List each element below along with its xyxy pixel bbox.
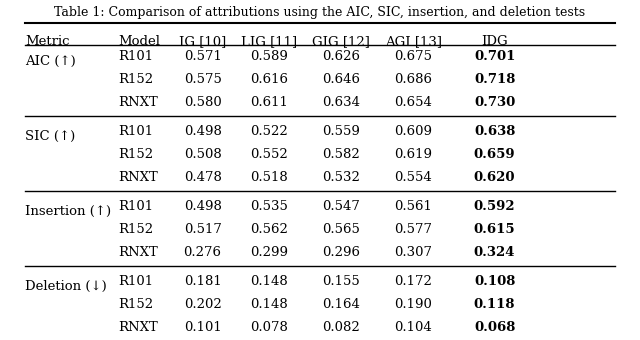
Text: LIG [11]: LIG [11] — [241, 35, 297, 48]
Text: 0.202: 0.202 — [184, 298, 221, 311]
Text: R152: R152 — [118, 148, 154, 161]
Text: 0.638: 0.638 — [474, 125, 515, 138]
Text: 0.307: 0.307 — [394, 246, 433, 259]
Text: RNXT: RNXT — [118, 96, 158, 109]
Text: IG [10]: IG [10] — [179, 35, 226, 48]
Text: 0.659: 0.659 — [474, 148, 515, 161]
Text: R152: R152 — [118, 298, 154, 311]
Text: AIC (↑): AIC (↑) — [25, 55, 76, 68]
Text: RNXT: RNXT — [118, 321, 158, 334]
Text: 0.620: 0.620 — [474, 171, 515, 184]
Text: 0.101: 0.101 — [184, 321, 221, 334]
Text: 0.615: 0.615 — [474, 223, 515, 236]
Text: 0.575: 0.575 — [184, 73, 221, 86]
Text: 0.148: 0.148 — [250, 298, 288, 311]
Text: 0.155: 0.155 — [322, 275, 360, 288]
Text: 0.701: 0.701 — [474, 50, 515, 63]
Text: 0.508: 0.508 — [184, 148, 221, 161]
Text: 0.498: 0.498 — [184, 200, 221, 213]
Text: 0.517: 0.517 — [184, 223, 221, 236]
Text: R152: R152 — [118, 223, 154, 236]
Text: 0.535: 0.535 — [250, 200, 288, 213]
Text: 0.108: 0.108 — [474, 275, 515, 288]
Text: AGI [13]: AGI [13] — [385, 35, 442, 48]
Text: 0.518: 0.518 — [250, 171, 288, 184]
Text: 0.562: 0.562 — [250, 223, 288, 236]
Text: 0.148: 0.148 — [250, 275, 288, 288]
Text: SIC (↑): SIC (↑) — [25, 130, 76, 143]
Text: 0.718: 0.718 — [474, 73, 515, 86]
Text: 0.561: 0.561 — [394, 200, 432, 213]
Text: 0.634: 0.634 — [322, 96, 360, 109]
Text: 0.078: 0.078 — [250, 321, 288, 334]
Text: Metric: Metric — [25, 35, 70, 48]
Text: IDG: IDG — [481, 35, 508, 48]
Text: 0.675: 0.675 — [394, 50, 433, 63]
Text: R101: R101 — [118, 200, 154, 213]
Text: 0.478: 0.478 — [184, 171, 221, 184]
Text: 0.181: 0.181 — [184, 275, 221, 288]
Text: 0.522: 0.522 — [250, 125, 288, 138]
Text: 0.547: 0.547 — [322, 200, 360, 213]
Text: 0.580: 0.580 — [184, 96, 221, 109]
Text: 0.172: 0.172 — [394, 275, 432, 288]
Text: GIG [12]: GIG [12] — [312, 35, 370, 48]
Text: 0.609: 0.609 — [394, 125, 433, 138]
Text: 0.577: 0.577 — [394, 223, 433, 236]
Text: 0.559: 0.559 — [322, 125, 360, 138]
Text: 0.104: 0.104 — [394, 321, 432, 334]
Text: Table 1: Comparison of attributions using the AIC, SIC, insertion, and deletion : Table 1: Comparison of attributions usin… — [54, 6, 586, 19]
Text: 0.571: 0.571 — [184, 50, 221, 63]
Text: 0.616: 0.616 — [250, 73, 288, 86]
Text: 0.324: 0.324 — [474, 246, 515, 259]
Text: 0.654: 0.654 — [394, 96, 432, 109]
Text: 0.190: 0.190 — [394, 298, 432, 311]
Text: 0.619: 0.619 — [394, 148, 433, 161]
Text: R101: R101 — [118, 50, 154, 63]
Text: 0.552: 0.552 — [250, 148, 288, 161]
Text: RNXT: RNXT — [118, 171, 158, 184]
Text: R101: R101 — [118, 275, 154, 288]
Text: 0.276: 0.276 — [184, 246, 221, 259]
Text: 0.296: 0.296 — [322, 246, 360, 259]
Text: 0.498: 0.498 — [184, 125, 221, 138]
Text: 0.118: 0.118 — [474, 298, 515, 311]
Text: R152: R152 — [118, 73, 154, 86]
Text: 0.565: 0.565 — [322, 223, 360, 236]
Text: 0.592: 0.592 — [474, 200, 515, 213]
Text: 0.626: 0.626 — [322, 50, 360, 63]
Text: R101: R101 — [118, 125, 154, 138]
Text: 0.164: 0.164 — [322, 298, 360, 311]
Text: 0.686: 0.686 — [394, 73, 433, 86]
Text: 0.082: 0.082 — [322, 321, 360, 334]
Text: 0.589: 0.589 — [250, 50, 288, 63]
Text: 0.532: 0.532 — [322, 171, 360, 184]
Text: 0.299: 0.299 — [250, 246, 288, 259]
Text: 0.730: 0.730 — [474, 96, 515, 109]
Text: Insertion (↑): Insertion (↑) — [25, 205, 111, 218]
Text: Deletion (↓): Deletion (↓) — [25, 280, 107, 293]
Text: 0.582: 0.582 — [322, 148, 360, 161]
Text: 0.646: 0.646 — [322, 73, 360, 86]
Text: 0.611: 0.611 — [250, 96, 288, 109]
Text: 0.554: 0.554 — [394, 171, 432, 184]
Text: 0.068: 0.068 — [474, 321, 515, 334]
Text: RNXT: RNXT — [118, 246, 158, 259]
Text: Model: Model — [118, 35, 160, 48]
